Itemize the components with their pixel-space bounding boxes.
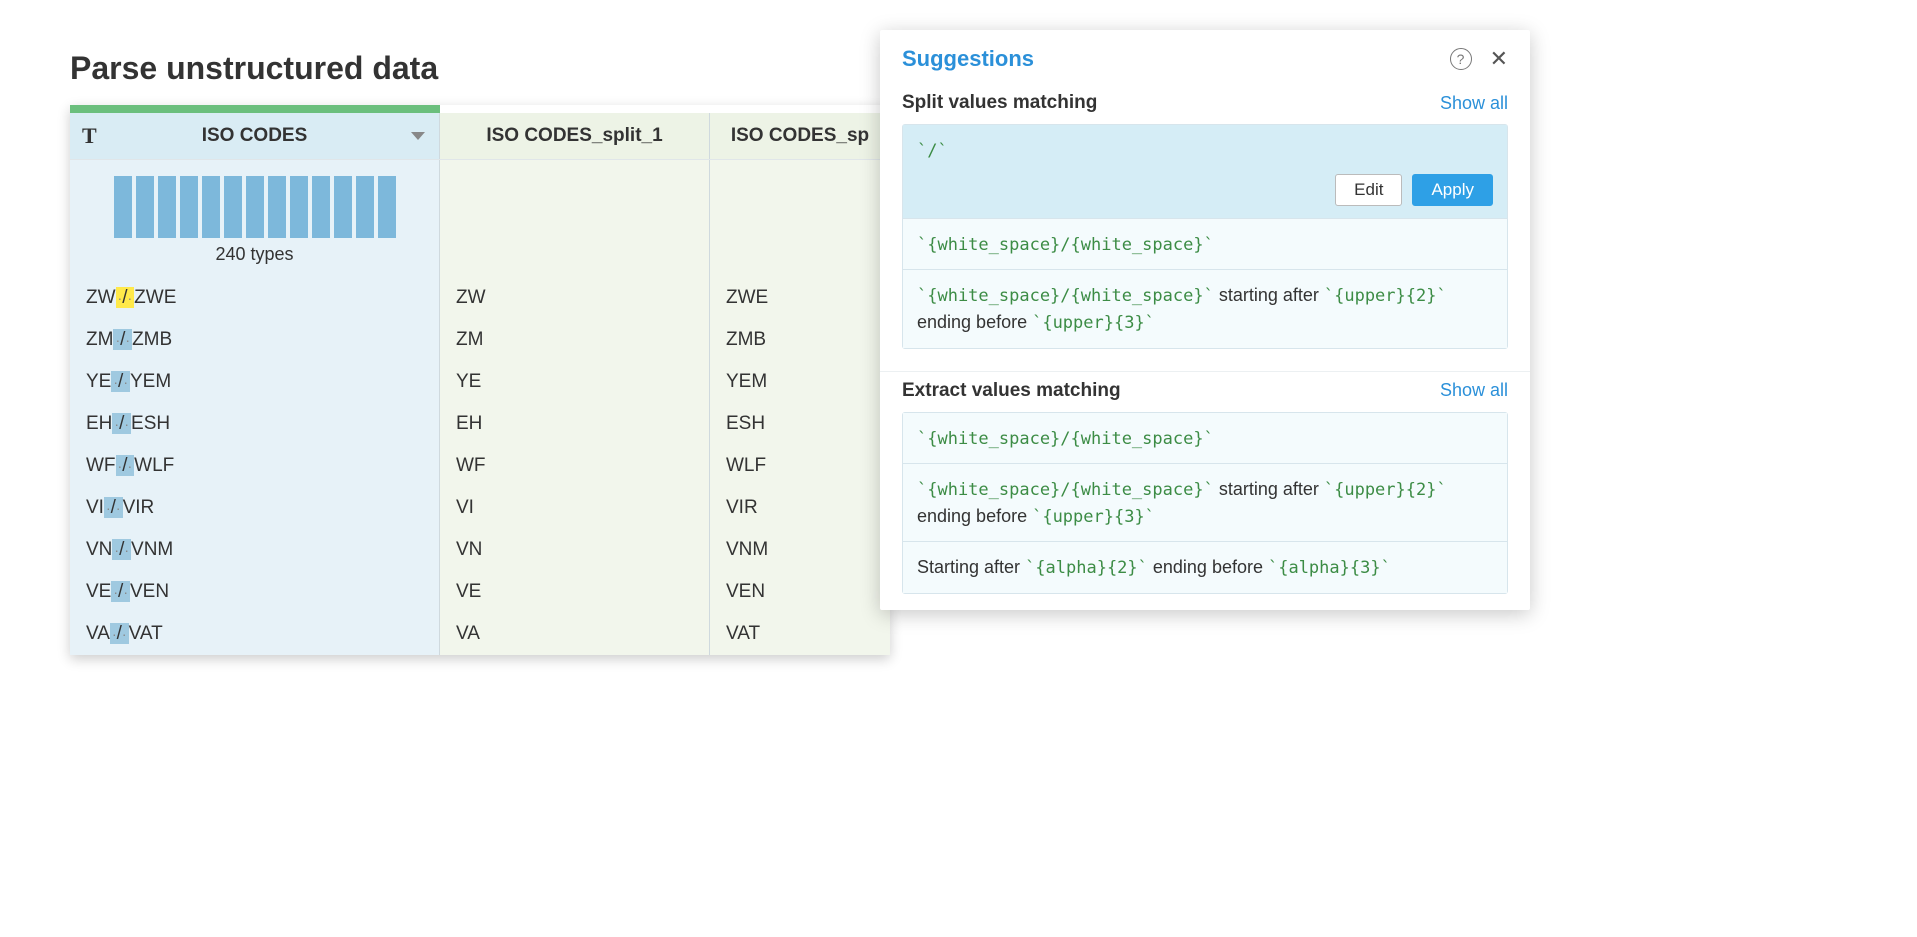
suggestion-list: `{white_space}/{white_space}` `{white_spa… [902,412,1508,595]
suggestion-item[interactable]: `{white_space}/{white_space}` [903,413,1507,464]
sparkline-chart [80,172,429,238]
suggestion-text: `{white_space}/{white_space}` [917,231,1493,258]
close-icon[interactable]: ✕ [1490,48,1508,70]
sparkline-bar [114,176,132,238]
suggestions-section: Extract values matching Show all `{white_s… [880,371,1530,611]
cell-iso-codes: VI·/·VIR [70,487,440,529]
sparkline-bar [334,176,352,238]
column-label: ISO CODES_sp [731,125,869,147]
cell-iso-codes: EH·/·ESH [70,403,440,445]
suggestion-item[interactable]: `{white_space}/{white_space}` [903,218,1507,270]
suggestion-item[interactable]: `{white_space}/{white_space}` starting a… [903,269,1507,347]
panel-title: Suggestions [902,46,1034,72]
type-icon: T [82,123,97,149]
table-row[interactable]: ZM·/·ZMBZMZMB [70,319,890,361]
sparkline-bar [290,176,308,238]
edit-button[interactable]: Edit [1335,174,1402,206]
table-row[interactable]: YE·/·YEMYEYEM [70,361,890,403]
cell-split2: ZMB [710,319,890,361]
column-header-split2[interactable]: ISO CODES_sp [710,113,890,159]
suggestion-item[interactable]: Starting after `{alpha}{2}` ending befor… [903,541,1507,593]
sparkline-bar [356,176,374,238]
chevron-down-icon[interactable] [411,132,425,140]
table-row[interactable]: VN·/·VNMVNVNM [70,529,890,571]
cell-iso-codes: WF·/·WLF [70,445,440,487]
cell-iso-codes: YE·/·YEM [70,361,440,403]
suggestion-text: `{white_space}/{white_space}` starting a… [917,282,1493,335]
progress-strip [70,105,440,113]
column-header-iso-codes[interactable]: T ISO CODES [70,113,440,159]
cell-split1: WF [440,445,710,487]
cell-iso-codes: ZW·/·ZWE [70,277,440,319]
data-table: T ISO CODES ISO CODES_split_1 ISO CODES_… [70,105,890,655]
cell-split2: VAT [710,613,890,655]
cell-split1: VE [440,571,710,613]
suggestion-text: `{white_space}/{white_space}` [917,425,1493,452]
cell-split2: ZWE [710,277,890,319]
cell-iso-codes: VA·/·VAT [70,613,440,655]
suggestion-text: `{white_space}/{white_space}` starting a… [917,476,1493,529]
sparkline-bar [312,176,330,238]
suggestion-item[interactable]: `/` Edit Apply [903,125,1507,218]
cell-split1: VA [440,613,710,655]
sparkline-bar [202,176,220,238]
cell-iso-codes: ZM·/·ZMB [70,319,440,361]
cell-split1: ZW [440,277,710,319]
suggestion-list: `/` Edit Apply `{white_space}/{white_space}… [902,124,1508,349]
column-header-split1[interactable]: ISO CODES_split_1 [440,113,710,159]
cell-split2: VIR [710,487,890,529]
sparkline-bar [246,176,264,238]
suggestions-panel: Suggestions ? ✕ Split values matching Sho… [880,30,1530,610]
cell-split2: VNM [710,529,890,571]
summary-text: 240 types [80,244,429,265]
cell-iso-codes: VE·/·VEN [70,571,440,613]
suggestions-section: Split values matching Show all `/` Edit Appl… [880,84,1530,365]
suggestion-item[interactable]: `{white_space}/{white_space}` starting a… [903,463,1507,541]
show-all-link[interactable]: Show all [1440,380,1508,401]
table-row[interactable]: EH·/·ESHEHESH [70,403,890,445]
cell-split2: VEN [710,571,890,613]
table-row[interactable]: ZW·/·ZWEZWZWE [70,277,890,319]
cell-split1: YE [440,361,710,403]
show-all-link[interactable]: Show all [1440,93,1508,114]
table-header: T ISO CODES ISO CODES_split_1 ISO CODES_… [70,113,890,160]
sparkline-bar [224,176,242,238]
table-row[interactable]: VE·/·VENVEVEN [70,571,890,613]
column-label: ISO CODES_split_1 [486,125,662,147]
column-label: ISO CODES [202,125,308,147]
summary-row: 240 types [70,160,890,277]
sparkline-bar [180,176,198,238]
cell-split1: VI [440,487,710,529]
help-icon[interactable]: ? [1450,48,1472,70]
cell-split1: EH [440,403,710,445]
suggestion-text: `/` [917,137,1493,164]
cell-iso-codes: VN·/·VNM [70,529,440,571]
section-title: Split values matching [902,92,1097,114]
sparkline-bar [268,176,286,238]
suggestion-text: Starting after `{alpha}{2}` ending befor… [917,554,1493,581]
cell-split2: WLF [710,445,890,487]
cell-split2: ESH [710,403,890,445]
table-row[interactable]: WF·/·WLFWFWLF [70,445,890,487]
sparkline-bar [158,176,176,238]
sparkline-bar [378,176,396,238]
sparkline-bar [136,176,154,238]
apply-button[interactable]: Apply [1412,174,1493,206]
cell-split1: VN [440,529,710,571]
cell-split1: ZM [440,319,710,361]
table-row[interactable]: VI·/·VIRVIVIR [70,487,890,529]
table-row[interactable]: VA·/·VATVAVAT [70,613,890,655]
section-title: Extract values matching [902,380,1121,402]
cell-split2: YEM [710,361,890,403]
